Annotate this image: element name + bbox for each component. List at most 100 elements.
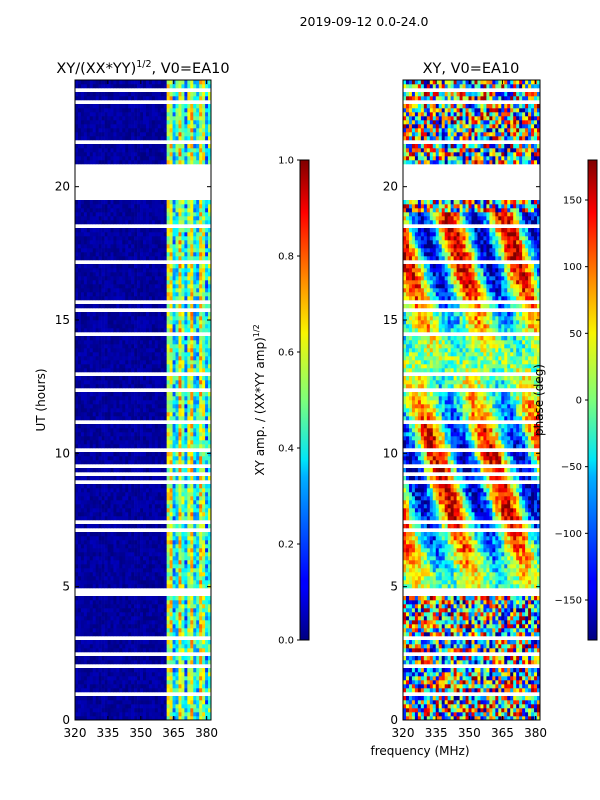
heatmap-cell <box>137 220 141 225</box>
heatmap-cell <box>175 548 179 553</box>
heatmap-cell <box>160 228 164 233</box>
heatmap-cell <box>83 452 88 457</box>
heatmap-cell <box>193 668 197 673</box>
heatmap-cell <box>193 716 197 721</box>
heatmap-cell <box>83 484 88 489</box>
heatmap-cell <box>107 456 111 461</box>
heatmap-cell <box>137 212 141 217</box>
heatmap-cell <box>175 500 179 505</box>
heatmap-cell <box>89 616 94 621</box>
heatmap-cell <box>196 392 200 397</box>
heatmap-cell <box>154 556 159 561</box>
heatmap-cell <box>116 632 120 637</box>
heatmap-cell <box>205 348 209 353</box>
heatmap-cell <box>193 208 197 213</box>
heatmap-cell <box>104 436 108 441</box>
heatmap-cell <box>140 632 144 637</box>
heatmap-cell <box>119 272 123 277</box>
heatmap-cell <box>148 444 153 449</box>
heatmap-cell <box>148 700 153 705</box>
heatmap-cell <box>110 516 114 521</box>
heatmap-cell <box>178 684 182 689</box>
heatmap-cell <box>196 656 200 661</box>
heatmap-cell <box>107 400 111 405</box>
heatmap-cell <box>95 676 99 681</box>
heatmap-cell <box>140 688 144 693</box>
heatmap-cell <box>89 596 94 601</box>
heatmap-cell <box>80 716 85 721</box>
heatmap-cell <box>184 436 188 441</box>
heatmap-cell <box>190 424 194 429</box>
heatmap-cell <box>187 452 191 457</box>
heatmap-cell <box>145 352 150 357</box>
heatmap-cell <box>95 396 99 401</box>
heatmap-cell <box>143 404 147 409</box>
heatmap-cell <box>131 504 135 509</box>
heatmap-cell <box>151 564 156 569</box>
heatmap-cell <box>196 400 200 405</box>
heatmap-cell <box>137 688 141 693</box>
heatmap-cell <box>143 540 147 545</box>
heatmap-cell <box>134 660 138 665</box>
heatmap-cell <box>175 616 179 621</box>
heatmap-cell <box>125 612 129 617</box>
heatmap-cell <box>143 616 147 621</box>
heatmap-cell <box>83 392 88 397</box>
heatmap-cell <box>143 412 147 417</box>
heatmap-cell <box>208 352 212 357</box>
heatmap-cell <box>205 620 209 625</box>
heatmap-cell <box>190 500 194 505</box>
heatmap-cell <box>166 548 170 553</box>
heatmap-cell <box>77 232 82 237</box>
heatmap-cell <box>151 288 156 293</box>
heatmap-cell <box>98 660 102 665</box>
heatmap-cell <box>119 364 123 369</box>
heatmap-cell <box>104 672 108 677</box>
heatmap-cell <box>208 460 212 465</box>
heatmap-cell <box>196 344 200 349</box>
heatmap-cell <box>175 284 179 289</box>
heatmap-cell <box>193 452 197 457</box>
heatmap-cell <box>184 212 188 217</box>
heatmap-cell <box>131 568 135 573</box>
heatmap-cell <box>98 616 102 621</box>
heatmap-cell <box>145 708 150 713</box>
heatmap-cell <box>178 356 182 361</box>
heatmap-cell <box>134 612 138 617</box>
heatmap-cell <box>175 532 179 537</box>
heatmap-cell <box>80 704 85 709</box>
heatmap-cell <box>154 544 159 549</box>
heatmap-cell <box>119 524 123 529</box>
heatmap-cell <box>181 264 185 269</box>
heatmap-cell <box>104 440 108 445</box>
heatmap-cell <box>98 648 102 653</box>
heatmap-cell <box>113 220 117 225</box>
heatmap-cell <box>92 696 96 701</box>
heatmap-cell <box>83 412 88 417</box>
heatmap-cell <box>145 656 150 661</box>
heatmap-cell <box>113 252 117 257</box>
heatmap-cell <box>157 704 162 709</box>
heatmap-cell <box>101 524 105 529</box>
heatmap-cell <box>83 640 88 645</box>
heatmap-cell <box>89 380 94 385</box>
heatmap-cell <box>113 624 117 629</box>
heatmap-cell <box>143 280 147 285</box>
heatmap-cell <box>199 716 203 721</box>
heatmap-cell <box>75 268 79 273</box>
heatmap-cell <box>187 400 191 405</box>
heatmap-cell <box>110 624 114 629</box>
heatmap-cell <box>131 548 135 553</box>
heatmap-cell <box>110 280 114 285</box>
heatmap-cell <box>172 264 176 269</box>
heatmap-cell <box>116 284 120 289</box>
heatmap-cell <box>131 704 135 709</box>
heatmap-cell <box>92 320 96 325</box>
heatmap-cell <box>184 228 188 233</box>
heatmap-cell <box>181 536 185 541</box>
heatmap-cell <box>143 484 147 489</box>
heatmap-cell <box>169 624 173 629</box>
heatmap-cell <box>187 508 191 513</box>
heatmap-cell <box>134 336 138 341</box>
heatmap-cell <box>143 596 147 601</box>
